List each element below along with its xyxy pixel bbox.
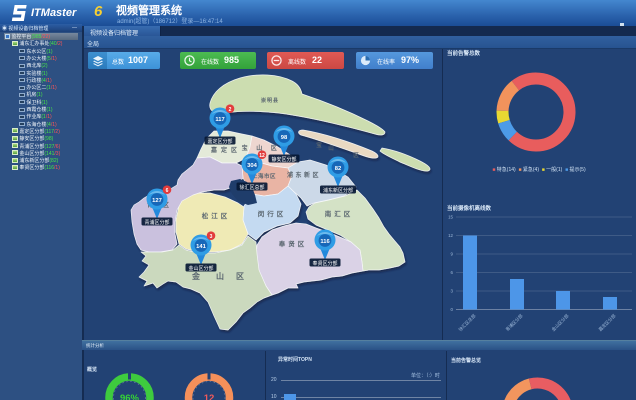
svg-text:304: 304 [247,163,257,169]
svg-text:6: 6 [166,188,169,194]
svg-text:崇明县: 崇明县 [260,97,279,104]
svg-text:宝: 宝 [316,141,322,149]
svg-text:金山区分部: 金山区分部 [550,312,571,333]
svg-text:嘉定区分部: 嘉定区分部 [597,312,618,333]
svg-text:青浦区分部: 青浦区分部 [144,219,169,226]
svg-text:117: 117 [215,117,224,123]
svg-text:南汇区: 南汇区 [325,209,354,218]
svg-text:12: 12 [448,233,453,238]
svg-text:山: 山 [216,271,224,281]
svg-text:浦东新区分部: 浦东新区分部 [323,187,353,194]
svg-text:3: 3 [210,234,213,240]
svg-text:9: 9 [451,252,454,257]
svg-text:12: 12 [204,393,215,400]
svg-text:141: 141 [196,244,206,250]
svg-text:3: 3 [451,289,454,294]
svg-text:金: 金 [191,271,201,281]
svg-text:98: 98 [281,135,288,141]
svg-text:奉贤区分部: 奉贤区分部 [312,260,337,267]
svg-text:96%: 96% [120,393,140,400]
svg-text:青浦区分部: 青浦区分部 [504,312,525,333]
svg-text:闵行区: 闵行区 [258,209,287,218]
svg-text:嘉定区分部: 嘉定区分部 [207,138,232,145]
svg-text:区: 区 [236,272,244,281]
svg-text:15: 15 [448,215,453,220]
svg-text:6: 6 [451,270,454,275]
svg-text:12: 12 [259,153,265,159]
svg-text:上海市区: 上海市区 [252,172,276,180]
svg-text:116: 116 [320,239,330,245]
svg-text:82: 82 [335,166,341,172]
svg-text:金山区分部: 金山区分部 [188,265,213,272]
svg-text:宝 山 区: 宝 山 区 [242,144,281,152]
svg-text:山: 山 [328,144,334,152]
svg-text:徐汇区总部: 徐汇区总部 [457,312,478,333]
svg-text:嘉定区: 嘉定区 [210,146,241,154]
svg-text:0: 0 [451,307,454,312]
svg-text:2: 2 [229,107,232,113]
svg-text:127: 127 [152,198,162,204]
svg-text:区: 区 [353,151,359,159]
svg-text:奉贤区: 奉贤区 [279,239,308,248]
svg-text:浦东新区: 浦东新区 [287,171,321,179]
svg-text:静安区分部: 静安区分部 [271,156,296,163]
svg-text:徐汇区总部: 徐汇区总部 [239,184,264,191]
svg-text:松江区: 松江区 [202,211,231,220]
